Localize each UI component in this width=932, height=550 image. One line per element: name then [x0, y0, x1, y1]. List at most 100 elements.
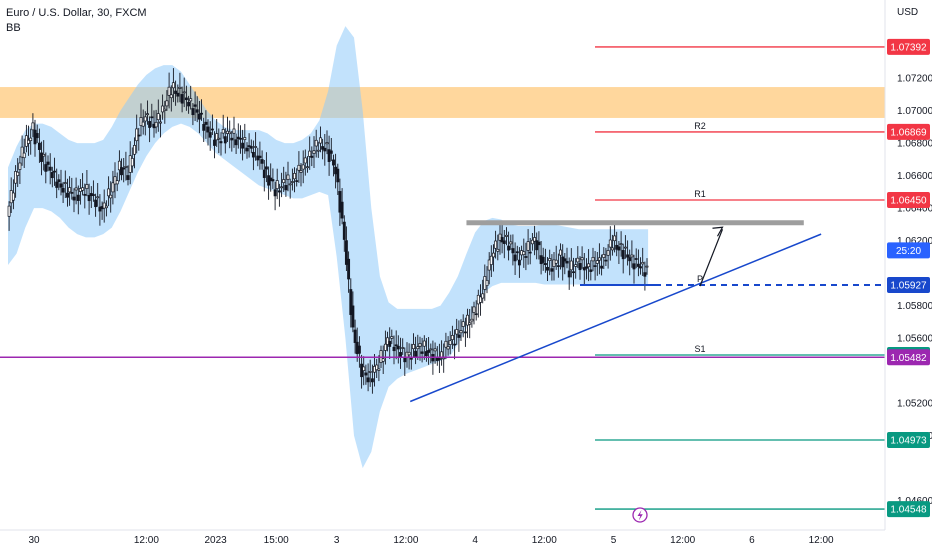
symbol-title[interactable]: Euro / U.S. Dollar, 30, FXCM — [6, 7, 147, 19]
candle — [600, 254, 604, 276]
candle-body — [319, 137, 322, 144]
candle-body — [401, 347, 405, 349]
candle-body — [634, 258, 638, 260]
candle-body — [472, 306, 476, 313]
candle — [388, 327, 392, 359]
candle — [96, 183, 100, 207]
candle-body — [377, 368, 381, 371]
candle-body — [368, 371, 372, 373]
projection-arrow[interactable] — [699, 229, 724, 287]
chart-header: Euro / U.S. Dollar, 30, FXCM BB — [6, 6, 147, 36]
candle — [275, 168, 279, 200]
candle — [485, 266, 489, 294]
candle — [628, 249, 632, 276]
candle — [349, 278, 353, 328]
candle-body — [133, 145, 136, 155]
candle — [412, 333, 415, 358]
candle-body — [509, 241, 513, 245]
candle-body — [301, 164, 305, 170]
candle-body — [293, 173, 296, 180]
candle-body — [63, 182, 67, 184]
candle — [295, 168, 299, 187]
candle — [210, 114, 214, 135]
candle — [606, 244, 610, 269]
candle — [448, 331, 452, 355]
candle-body — [262, 169, 266, 178]
indicator-label[interactable]: BB — [6, 22, 21, 34]
candle-body — [115, 180, 119, 185]
candle-body — [578, 263, 582, 271]
candle-body — [174, 90, 178, 94]
candle — [150, 103, 154, 127]
candle-body — [232, 128, 236, 134]
candle — [319, 126, 322, 153]
candle — [437, 343, 441, 373]
candle-body — [424, 351, 428, 357]
candle-body — [85, 184, 89, 189]
candle — [280, 172, 284, 198]
candle-body — [357, 345, 361, 354]
candle — [53, 157, 56, 186]
candle-body — [543, 263, 547, 266]
candle-body — [526, 241, 530, 251]
price-tick-label: 1.06200 — [897, 236, 932, 247]
candle-body — [418, 343, 422, 347]
candle — [146, 100, 149, 125]
candle — [461, 314, 465, 338]
candle — [40, 141, 43, 176]
candle-body — [31, 122, 35, 131]
candle — [561, 244, 565, 281]
candle — [472, 301, 476, 325]
candle-body — [643, 272, 647, 277]
candle-body — [466, 314, 469, 326]
candle — [329, 138, 333, 161]
candle-body — [617, 246, 621, 251]
time-axis[interactable]: 30 12:00 2023 15:00 3 12:00 4 12:00 5 12:00 6 12:00 — [0, 529, 885, 546]
candle — [481, 279, 485, 304]
candle-body — [219, 141, 223, 144]
candle-body — [546, 266, 549, 271]
candle — [61, 181, 65, 203]
time-tick-label: 5 — [611, 535, 617, 546]
candles-layer — [7, 68, 649, 394]
candle — [492, 244, 495, 272]
candle — [450, 325, 454, 349]
candle-body — [258, 155, 262, 158]
candle-body — [502, 240, 506, 244]
candle-body — [37, 142, 41, 150]
candle — [630, 240, 634, 268]
candle-body — [496, 248, 500, 252]
candle-body — [645, 265, 649, 268]
candle-body — [548, 258, 552, 261]
candle-body — [29, 137, 33, 141]
candle-body — [55, 181, 59, 188]
candle — [500, 222, 504, 254]
candle — [466, 308, 469, 338]
price-axis[interactable]: USD 1.072001.070001.068001.066001.064001… — [884, 0, 932, 530]
candle — [189, 85, 193, 110]
candle-body — [593, 265, 597, 267]
candle — [232, 116, 236, 148]
candle-body — [83, 193, 87, 196]
candle-body — [295, 180, 299, 182]
candle — [288, 178, 292, 199]
candle-body — [457, 334, 461, 338]
candle — [468, 309, 472, 339]
candle-body — [223, 136, 227, 144]
candle-body — [156, 113, 160, 121]
candle — [29, 128, 33, 155]
candle-body — [150, 116, 154, 119]
candle — [578, 256, 582, 280]
candle-body — [347, 258, 351, 280]
candle — [505, 227, 508, 246]
candle-body — [111, 182, 115, 193]
lightning-alert-icon[interactable] — [632, 507, 648, 523]
candle — [364, 364, 368, 385]
candle — [124, 151, 128, 181]
candle-body — [280, 186, 284, 189]
candle-body — [273, 189, 277, 197]
candle — [50, 166, 54, 188]
ascending-trendline[interactable] — [409, 233, 822, 403]
candle-body — [455, 329, 459, 335]
